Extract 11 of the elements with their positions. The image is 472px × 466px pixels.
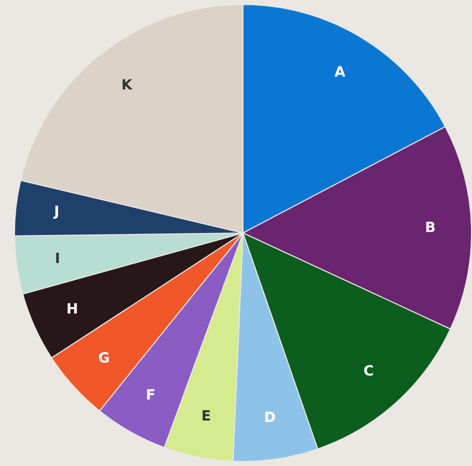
slice-label: I bbox=[54, 251, 60, 268]
slice-label: K bbox=[121, 78, 134, 94]
slice-label: D bbox=[264, 410, 276, 426]
slice-label: B bbox=[424, 220, 436, 236]
slice-label: A bbox=[334, 64, 346, 80]
slice-label: E bbox=[201, 408, 211, 424]
slice-label: F bbox=[146, 388, 156, 404]
slice-label: C bbox=[364, 364, 374, 380]
slice-label: J bbox=[53, 204, 60, 220]
slice-label: H bbox=[66, 302, 78, 318]
slice-label: G bbox=[98, 350, 110, 366]
